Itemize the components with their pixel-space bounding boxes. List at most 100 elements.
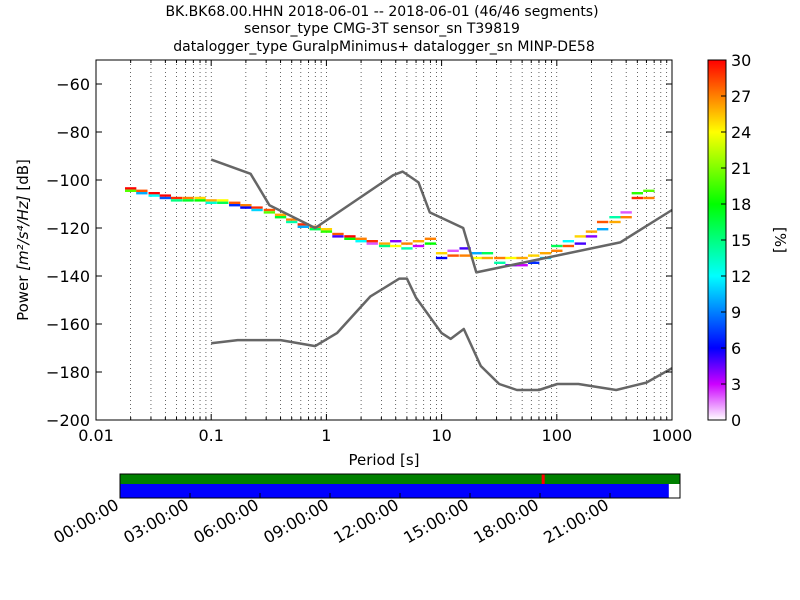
psd-histogram	[125, 187, 655, 267]
psd-cell	[424, 242, 437, 245]
psd-cell	[481, 256, 494, 260]
psd-cell	[332, 235, 344, 238]
coverage-time-label: 21:00:00	[540, 495, 612, 547]
psd-cell	[620, 216, 632, 219]
coverage-time-label: 18:00:00	[470, 495, 542, 547]
y-tick-label: −80	[56, 123, 90, 142]
psd-cell	[596, 220, 609, 224]
coverage-time-label: 06:00:00	[190, 495, 262, 547]
y-tick-label: −200	[46, 411, 90, 430]
psd-cell	[459, 254, 471, 257]
y-axis-label: Power [m²/s⁴/Hz] [dB]	[14, 159, 32, 321]
x-tick-label: 0.01	[78, 426, 114, 445]
y-tick-label: −60	[56, 75, 90, 94]
colorbar-tick-label: 0	[731, 411, 741, 430]
psd-cell	[551, 244, 563, 248]
y-tick-label: −120	[46, 219, 90, 238]
colorbar-tick-label: 12	[731, 267, 751, 286]
psd-cell	[229, 201, 241, 204]
psd-cell	[355, 237, 367, 240]
psd-cell	[125, 189, 137, 192]
colorbar-tick-label: 3	[731, 375, 741, 394]
colorbar-tick-label: 30	[731, 51, 751, 70]
psd-cell	[516, 264, 528, 267]
y-axis-label-suffix: [dB]	[14, 159, 32, 195]
colorbar-tick-label: 9	[731, 303, 741, 322]
x-tick-label: 0.1	[198, 426, 223, 445]
psd-cell	[194, 199, 206, 202]
psd-cell	[366, 240, 378, 243]
plot-background	[96, 60, 672, 420]
psd-cell	[401, 247, 413, 250]
psd-cell	[125, 187, 137, 190]
psd-cell	[159, 196, 172, 200]
psd-cell	[401, 242, 413, 245]
psd-cell	[170, 196, 183, 200]
psd-cell	[251, 208, 263, 212]
psd-cell	[528, 261, 540, 264]
psd-cell	[470, 252, 482, 255]
psd-cell	[643, 196, 655, 200]
x-tick-label: 1000	[652, 426, 693, 445]
psd-cell	[286, 218, 298, 221]
psd-cell	[182, 196, 194, 200]
noise-models	[210, 158, 673, 392]
colorbar-tick-label: 24	[731, 123, 751, 142]
y-tick-label: −100	[46, 171, 90, 190]
psd-cell	[217, 201, 229, 204]
psd-cell	[332, 232, 344, 236]
colorbar-ticks: 0 3 6 9 12 15 18 21 24 27 30	[721, 51, 751, 430]
psd-cell	[136, 192, 148, 195]
psd-cell	[205, 199, 217, 202]
coverage-time-label: 12:00:00	[330, 495, 402, 547]
psd-cell	[320, 228, 333, 231]
coverage-time-label: 00:00:00	[50, 495, 122, 547]
psd-cell	[251, 206, 263, 209]
x-axis-label: Period [s]	[348, 451, 419, 469]
coverage-top-bar	[120, 474, 680, 484]
psd-cell	[551, 249, 563, 252]
psd-cell	[344, 235, 356, 238]
psd-cell	[447, 249, 459, 252]
psd-cell	[366, 242, 378, 245]
coverage-time-axis: 00:00:0003:00:0006:00:0009:00:0012:00:00…	[50, 493, 612, 547]
psd-cell	[355, 240, 367, 243]
psd-cell	[205, 201, 217, 204]
psd-cell	[574, 242, 586, 245]
psd-cell	[494, 261, 506, 264]
psd-cell	[229, 204, 241, 207]
psd-cell	[609, 216, 621, 219]
coverage-gap-marker	[541, 474, 545, 484]
psd-cell	[631, 196, 643, 200]
psd-cell	[562, 244, 575, 248]
psd-cell	[286, 220, 298, 224]
colorbar-tick-label: 27	[731, 87, 751, 106]
x-tick-label: 1	[321, 426, 331, 445]
x-axis: 0.01 0.1 1 10 100 1000	[78, 60, 692, 445]
psd-cell	[424, 237, 437, 240]
colorbar-label: [%]	[771, 227, 789, 253]
psd-cell	[459, 247, 471, 250]
x-tick-label: 100	[542, 426, 573, 445]
coverage-time-label: 15:00:00	[400, 495, 472, 547]
psd-cell	[344, 237, 356, 240]
colorbar-tick-label: 15	[731, 231, 751, 250]
psd-cell	[516, 256, 528, 260]
psd-cell	[447, 254, 459, 257]
psd-cell	[412, 240, 425, 243]
psd-cell	[562, 240, 575, 243]
psd-cell	[435, 256, 448, 260]
psd-cell	[297, 225, 309, 228]
psd-cell	[159, 194, 172, 197]
colorbar-tick-label: 6	[731, 339, 741, 358]
psd-cell	[320, 230, 333, 233]
title-line-2: sensor_type CMG-3T sensor_sn T39819	[244, 21, 520, 37]
psd-cell	[274, 213, 287, 216]
psd-cell	[585, 235, 598, 238]
psd-cell	[194, 196, 206, 200]
psd-cell	[470, 256, 482, 260]
psd-cell	[240, 204, 252, 207]
psd-cell	[585, 230, 598, 233]
colorbar-tick-label: 18	[731, 195, 751, 214]
